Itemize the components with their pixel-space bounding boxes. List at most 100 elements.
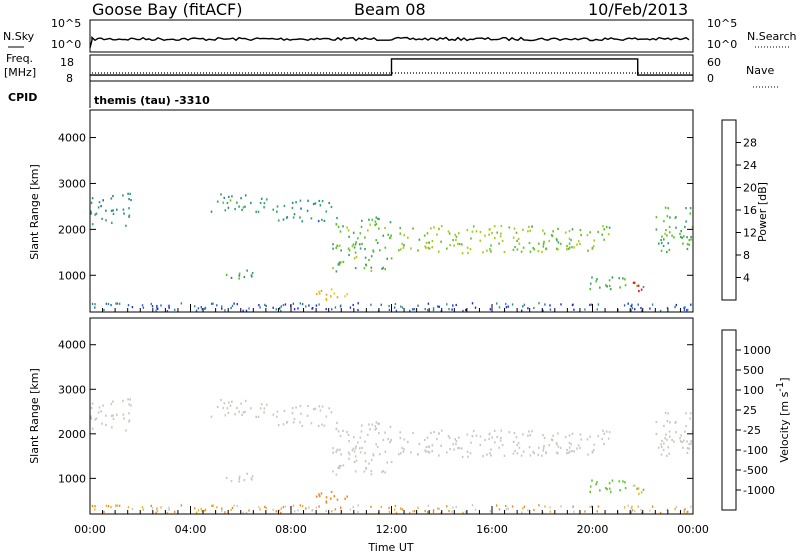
velocity-echo-cell <box>382 470 384 473</box>
velocity-ground-echo <box>393 508 396 511</box>
power-ground-echo <box>305 305 307 308</box>
velocity-ground-echo <box>630 506 633 510</box>
power-echo-cell <box>342 225 344 228</box>
velocity-echo-cell <box>100 410 102 413</box>
velocity-echo-cell <box>564 435 567 439</box>
power-panel-ylabel: Slant Range [km] <box>28 164 41 260</box>
velocity-echo-cell <box>384 450 387 453</box>
power-echo-cell <box>428 241 431 244</box>
velocity-echo-cell <box>112 414 114 417</box>
power-echo-cell <box>301 220 304 223</box>
velocity-echo-cell <box>368 462 370 465</box>
velocity-colorbar-tick-label: 25 <box>743 404 757 417</box>
power-echo-cell <box>632 281 635 284</box>
velocity-ground-echo <box>212 504 214 507</box>
velocity-echo-cell <box>325 415 328 418</box>
power-echo-cell <box>665 229 667 232</box>
velocity-echo-cell <box>367 433 369 436</box>
velocity-echo-cell <box>484 438 486 442</box>
velocity-echo-cell <box>127 398 129 401</box>
velocity-colorbar-tick-label: -25 <box>743 424 761 437</box>
power-echo-cell <box>580 234 582 237</box>
power-echo-cell <box>499 235 502 238</box>
velocity-echo-cell <box>355 445 357 448</box>
velocity-ground-echo <box>94 505 96 508</box>
velocity-echo-cell <box>277 424 280 427</box>
velocity-echo-cell <box>447 434 450 438</box>
power-echo-cell <box>347 229 350 232</box>
power-echo-cell <box>661 235 663 238</box>
power-echo-cell <box>410 247 412 250</box>
power-ground-echo <box>315 304 318 307</box>
power-echo-cell <box>690 235 692 239</box>
velocity-ground-echo <box>168 508 170 511</box>
power-echo-cell <box>664 206 667 209</box>
power-echo-cell <box>242 206 245 209</box>
velocity-echo-cell <box>608 431 611 434</box>
power-echo-cell <box>122 208 125 211</box>
power-echo-cell <box>538 242 540 245</box>
power-echo-cell <box>433 226 435 229</box>
power-echo-cell <box>545 247 548 250</box>
velocity-ground-echo <box>522 507 524 510</box>
velocity-echo-cell <box>283 409 286 413</box>
noise-trace <box>89 35 690 49</box>
velocity-ground-echo <box>683 508 685 511</box>
velocity-echo-cell <box>543 436 546 440</box>
power-ground-echo <box>571 303 574 307</box>
velocity-ground-echo <box>630 511 632 514</box>
velocity-echo-cell <box>210 415 213 418</box>
velocity-echo-cell <box>570 443 572 446</box>
velocity-ground-echo <box>297 509 299 512</box>
velocity-ground-echo <box>686 511 688 514</box>
velocity-echo-cell <box>458 436 460 439</box>
power-echo-cell <box>490 250 492 253</box>
power-echo-cell <box>401 242 403 245</box>
velocity-ground-echo <box>640 508 642 512</box>
power-echo-cell <box>321 200 324 203</box>
power-echo-cell <box>375 239 377 242</box>
power-echo-cell <box>365 263 367 266</box>
velocity-echo-cell <box>633 484 636 487</box>
power-echo-cell <box>552 230 554 233</box>
velocity-echo-cell <box>431 444 434 447</box>
velocity-colorbar-tick-label: 1000 <box>743 344 771 357</box>
velocity-echo-cell <box>516 443 518 447</box>
power-echo-cell <box>352 231 355 234</box>
velocity-ground-echo <box>623 506 626 509</box>
power-echo-cell <box>222 201 225 204</box>
power-echo-cell <box>568 237 571 240</box>
velocity-echo-cell <box>319 409 322 412</box>
velocity-echo-cell <box>328 407 330 410</box>
power-ground-echo <box>201 308 203 311</box>
velocity-echo-cell <box>619 489 621 492</box>
velocity-echo-cell <box>314 407 317 410</box>
velocity-echo-cell <box>686 451 689 454</box>
power-echo-cell <box>299 216 301 219</box>
power-echo-cell <box>371 218 374 221</box>
cpid-label: CPID <box>8 91 37 104</box>
power-ground-echo <box>151 305 154 308</box>
velocity-ground-echo <box>401 508 404 511</box>
power-echo-cell <box>355 255 358 259</box>
power-echo-cell <box>557 227 559 230</box>
velocity-echo-cell <box>573 450 575 453</box>
velocity-echo-cell <box>538 446 540 449</box>
velocity-echo-cell <box>412 431 414 435</box>
power-echo-cell <box>599 286 601 289</box>
power-colorbar-tick-label: 12 <box>743 227 757 240</box>
velocity-echo-cell <box>363 470 366 473</box>
velocity-echo-cell <box>227 411 230 414</box>
velocity-ground-echo <box>160 506 162 509</box>
power-ground-echo <box>448 308 450 311</box>
power-ground-echo <box>683 306 685 309</box>
power-echo-cell <box>300 207 302 210</box>
power-range-tick-label: 4000 <box>58 132 86 145</box>
power-echo-cell <box>299 199 302 202</box>
power-echo-cell <box>685 220 687 223</box>
velocity-ground-echo <box>156 508 158 511</box>
power-echo-cell <box>516 248 519 251</box>
velocity-echo-cell <box>486 453 488 456</box>
velocity-echo-cell <box>591 450 594 453</box>
velocity-colorbar-tick-label: -1000 <box>743 484 775 497</box>
